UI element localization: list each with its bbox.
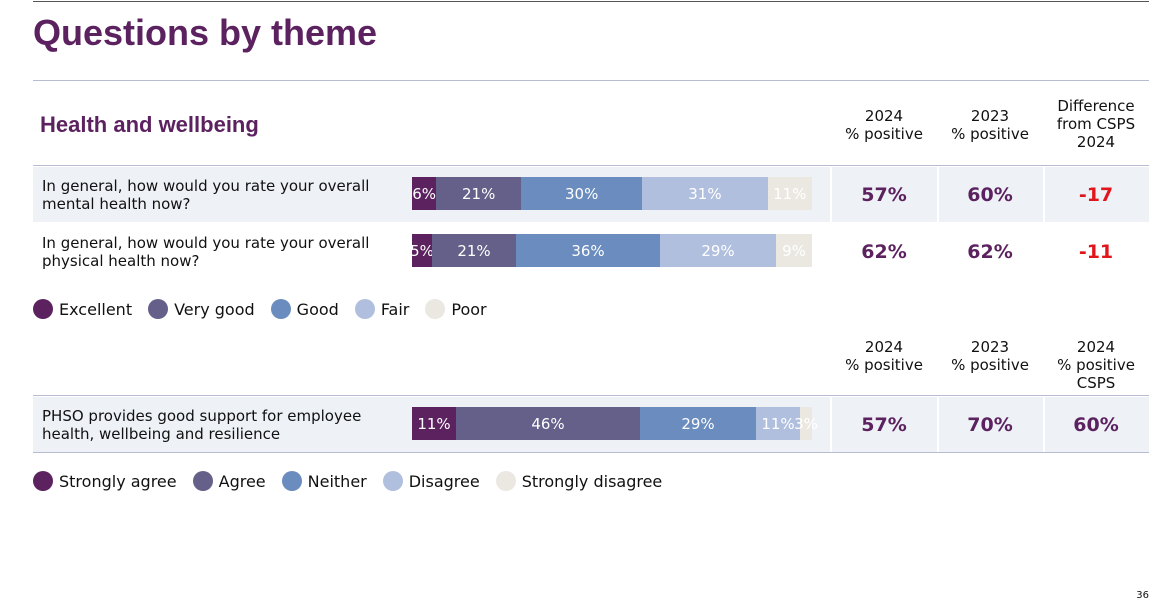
column-divider (937, 167, 939, 222)
section-title: Health and wellbeing (40, 112, 259, 137)
header-2023: 2023% positive (951, 107, 1029, 143)
question-text: PHSO provides good support for employee … (42, 407, 362, 443)
question-text: In general, how would you rate your over… (42, 177, 370, 213)
legend-agreement: Strongly agree Agree Neither Disagree Strong… (33, 471, 678, 491)
legend-item: Agree (192, 471, 266, 491)
data-label: 31% (688, 184, 722, 203)
bar-segment: 46% (456, 407, 640, 440)
bar-segment: 6% (412, 177, 437, 210)
page-number: 36 (1136, 590, 1149, 601)
data-label: 36% (571, 241, 605, 260)
value-2024: 57% (861, 413, 907, 436)
value-2024: 57% (861, 183, 907, 206)
bar-segment: 11% (412, 407, 456, 440)
data-label: 30% (565, 184, 599, 203)
column-divider (1043, 397, 1045, 452)
header-2024: 2024% positive (845, 107, 923, 143)
data-label: 6% (412, 184, 437, 203)
table-row: In general, how would you rate your over… (33, 224, 1149, 279)
bar-segment: 21% (436, 177, 522, 210)
bar-segment: 9% (776, 234, 812, 267)
bar-segment: 21% (432, 234, 516, 267)
legend-item: Fair (354, 299, 410, 319)
bar-segment: 5% (410, 234, 434, 267)
value-2023: 60% (967, 183, 1013, 206)
table-row: PHSO provides good support for employee … (33, 397, 1149, 452)
stacked-bar: 11% 46% 29% 11% 3% (412, 407, 818, 440)
column-divider (1043, 167, 1045, 222)
data-label: 9% (782, 241, 806, 260)
header-difference: Difference from CSPS 2024 (1056, 97, 1136, 151)
legend-label: Disagree (408, 471, 480, 491)
legend-dot-icon (281, 471, 302, 491)
legend-label: Very good (174, 299, 255, 319)
bar-segment: 11% (767, 177, 812, 210)
legend-item: Disagree (382, 471, 480, 491)
header-2023: 2023% positive (951, 338, 1029, 374)
data-label: 29% (701, 241, 735, 260)
legend-dot-icon (354, 299, 375, 319)
legend-label: Strongly disagree (521, 471, 663, 491)
legend-dot-icon (495, 471, 516, 491)
legend-label: Neither (307, 471, 367, 491)
legend-label: Good (296, 299, 339, 319)
bar-segment: 29% (640, 407, 756, 440)
bar-segment: 30% (521, 177, 643, 210)
legend-item: Neither (281, 471, 367, 491)
column-divider (937, 397, 939, 452)
legend-item: Very good (148, 299, 255, 319)
top-border (33, 1, 1149, 2)
header-csps: 2024% positive CSPS (1057, 338, 1135, 392)
legend-dot-icon (270, 299, 291, 319)
legend-dot-icon (382, 471, 403, 491)
data-label: 11% (761, 414, 795, 433)
legend-label: Excellent (59, 299, 133, 319)
stacked-bar: 5% 21% 36% 29% 9% (410, 234, 812, 267)
legend-label: Agree (218, 471, 266, 491)
header-2024: 2024% positive (845, 338, 923, 374)
legend-item: Strongly disagree (495, 471, 663, 491)
data-label: 11% (773, 184, 807, 203)
column-divider (830, 397, 832, 452)
legend-label: Strongly agree (59, 471, 177, 491)
value-2023: 70% (967, 413, 1013, 436)
value-comparison: -11 (1078, 240, 1114, 263)
data-label: 29% (681, 414, 715, 433)
data-label: 46% (531, 414, 565, 433)
legend-item: Poor (425, 299, 487, 319)
legend-dot-icon (425, 299, 446, 319)
value-2023: 62% (967, 240, 1013, 263)
legend-dot-icon (192, 471, 213, 491)
table-row: In general, how would you rate your over… (33, 167, 1149, 222)
divider (33, 80, 1149, 81)
page-title: Questions by theme (33, 12, 378, 53)
bar-segment: 29% (660, 234, 776, 267)
legend-health: Excellent Very good Good Fair Poor (33, 299, 503, 319)
legend-label: Poor (451, 299, 487, 319)
bar-segment: 31% (642, 177, 768, 210)
bar-segment: 36% (516, 234, 660, 267)
legend-item: Excellent (33, 299, 132, 319)
data-label: 21% (461, 184, 496, 203)
data-label: 11% (417, 414, 451, 433)
legend-dot-icon (33, 299, 53, 319)
value-2024: 62% (861, 240, 907, 263)
value-comparison: 60% (1073, 413, 1119, 436)
column-divider (830, 167, 832, 222)
value-comparison: -17 (1078, 183, 1114, 206)
legend-item: Good (270, 299, 339, 319)
bar-segment: 3% (794, 407, 818, 440)
legend-dot-icon (148, 299, 169, 319)
data-label: 3% (794, 414, 818, 433)
data-label: 5% (410, 241, 434, 260)
question-text: In general, how would you rate your over… (42, 234, 370, 270)
legend-item: Strongly agree (33, 471, 177, 491)
stacked-bar: 6% 21% 30% 31% 11% (412, 177, 812, 210)
legend-dot-icon (33, 471, 53, 491)
bar-segment: 11% (756, 407, 800, 440)
data-label: 21% (457, 241, 491, 260)
legend-label: Fair (380, 299, 410, 319)
